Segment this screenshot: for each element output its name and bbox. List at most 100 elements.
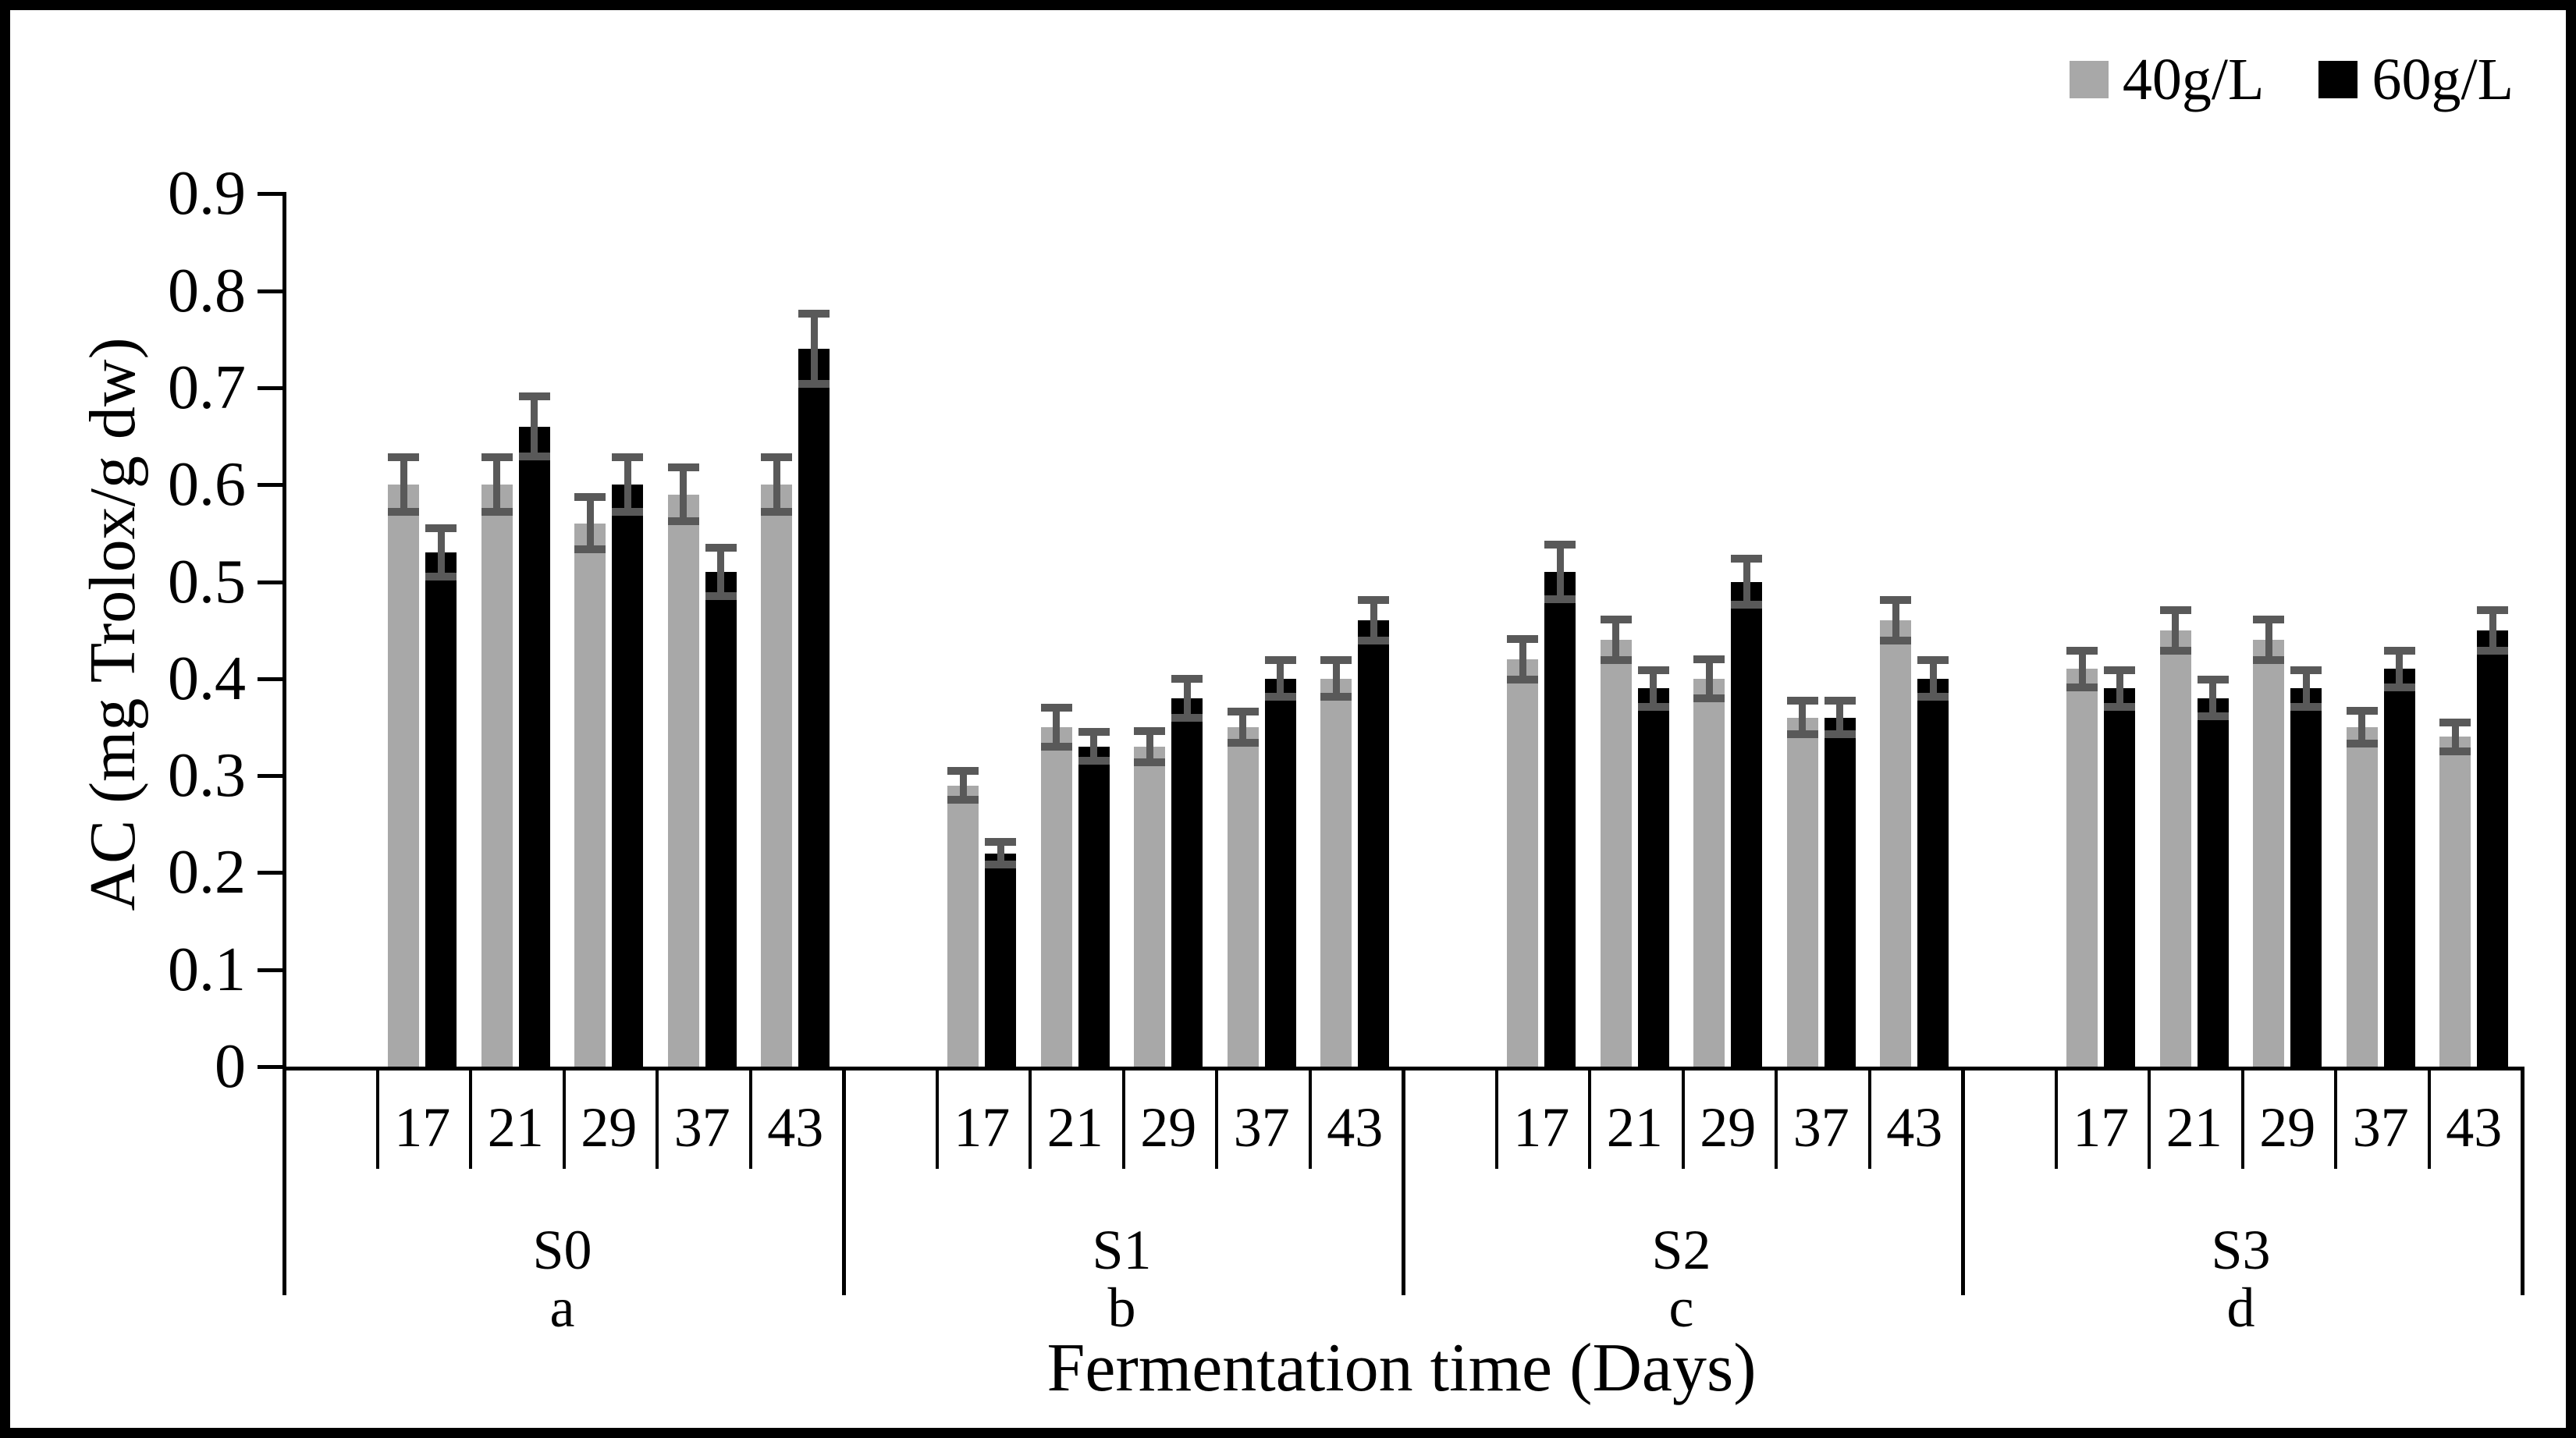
error-bar-S1-43-40gL-cap-top (1320, 656, 1352, 665)
x-category-label: 43 (1327, 1096, 1384, 1159)
error-bar-S3-21-40gL-cap-bottom (2159, 646, 2191, 655)
bar-S1-37-60gL (1264, 678, 1296, 1067)
error-bar-S0-37-40gL-stem (680, 467, 688, 522)
group-label: S0 (532, 1219, 592, 1281)
error-bar-S0-37-60gL-cap-top (705, 543, 737, 552)
group-label: S1 (1092, 1219, 1152, 1281)
bar-S1-43-60gL (1358, 620, 1390, 1067)
error-bar-S1-17-40gL-cap-top (947, 766, 979, 775)
y-tick-label: 0.2 (168, 838, 246, 907)
bar-S0-43-60gL (798, 349, 830, 1067)
error-bar-S0-21-40gL-cap-bottom (481, 508, 513, 516)
error-bar-S3-43-60gL-cap-top (2477, 605, 2509, 614)
y-tick-label: 0 (215, 1032, 246, 1101)
error-bar-S1-21-40gL-stem (1053, 708, 1061, 747)
error-bar-S1-21-60gL-stem (1090, 732, 1098, 762)
bar-S3-43-40gL (2439, 737, 2471, 1067)
y-axis-tick (258, 385, 282, 390)
x-category-label: 17 (2073, 1096, 2130, 1159)
y-tick-label: 0.7 (168, 353, 246, 422)
error-bar-S3-21-40gL-stem (2172, 609, 2180, 651)
bar-S0-17-40gL (388, 485, 420, 1067)
day-separator-line (469, 1067, 472, 1169)
error-bar-S2-43-40gL-cap-top (1880, 596, 1912, 605)
error-bar-S3-43-40gL-cap-bottom (2439, 747, 2471, 756)
bar-S2-29-40gL (1693, 678, 1725, 1067)
error-bar-S2-37-60gL-stem (1836, 701, 1844, 734)
bar-S0-21-60gL (518, 426, 550, 1067)
x-category-label: 37 (1793, 1096, 1849, 1159)
day-separator-line (1215, 1067, 1218, 1169)
error-bar-S2-21-60gL-cap-bottom (1637, 702, 1669, 711)
bar-S2-21-60gL (1637, 688, 1669, 1067)
error-bar-S2-17-40gL-stem (1519, 638, 1526, 680)
error-bar-S3-29-40gL-stem (2265, 619, 2272, 661)
y-tick-label: 0.3 (168, 741, 246, 811)
bar-S0-37-40gL (667, 494, 699, 1067)
error-bar-S2-43-60gL-cap-bottom (1917, 693, 1949, 701)
y-axis-tick (258, 1065, 282, 1069)
error-bar-S3-43-40gL-cap-top (2439, 718, 2471, 726)
error-bar-S3-37-60gL-cap-top (2383, 646, 2415, 655)
error-bar-S0-43-60gL-stem (810, 314, 818, 384)
x-category-label: 43 (2446, 1096, 2503, 1159)
error-bar-S1-21-40gL-cap-bottom (1040, 742, 1072, 751)
y-axis-tick (258, 676, 282, 681)
day-separator-line (2148, 1067, 2151, 1169)
error-bar-S0-29-60gL-stem (624, 457, 631, 512)
error-bar-S2-17-60gL-cap-top (1544, 541, 1576, 549)
bar-S0-43-40gL (761, 485, 793, 1067)
error-bar-S2-17-60gL-stem (1556, 545, 1564, 599)
error-bar-S3-17-60gL-stem (2116, 669, 2123, 707)
x-category-label: 21 (1046, 1096, 1103, 1159)
x-category-label: 43 (1886, 1096, 1943, 1159)
error-bar-S0-29-60gL-cap-top (612, 453, 644, 462)
legend-label: 60g/L (2372, 47, 2514, 112)
error-bar-S1-29-60gL-cap-top (1171, 674, 1203, 683)
bar-S2-43-60gL (1917, 678, 1949, 1067)
bar-S2-43-40gL (1880, 620, 1912, 1067)
error-bar-S1-37-40gL-cap-top (1227, 708, 1259, 716)
day-separator-line (1494, 1067, 1498, 1169)
error-bar-S3-29-60gL-cap-bottom (2290, 702, 2322, 711)
bar-S0-29-60gL (612, 485, 644, 1067)
error-bar-S2-29-40gL-stem (1705, 659, 1713, 698)
day-separator-line (1588, 1067, 1591, 1169)
group-label: S3 (2211, 1219, 2271, 1281)
error-bar-S1-43-60gL-stem (1370, 600, 1377, 641)
error-bar-S3-17-40gL-cap-bottom (2066, 683, 2098, 691)
bar-S3-17-60gL (2104, 688, 2136, 1067)
error-bar-S0-37-40gL-cap-bottom (667, 517, 699, 526)
x-category-label: 21 (1606, 1096, 1663, 1159)
day-separator-line (656, 1067, 659, 1169)
error-bar-S0-29-40gL-cap-bottom (574, 545, 606, 554)
x-category-label: 21 (487, 1096, 544, 1159)
error-bar-S0-37-40gL-cap-top (667, 463, 699, 471)
error-bar-S2-29-60gL-cap-top (1731, 554, 1763, 563)
bar-S3-21-60gL (2197, 698, 2229, 1067)
legend: 40g/L 60g/L (2069, 47, 2514, 112)
error-bar-S2-17-60gL-cap-bottom (1544, 595, 1576, 603)
error-bar-S1-29-40gL-stem (1146, 730, 1153, 762)
x-category-label: 17 (954, 1096, 1011, 1159)
x-category-label: 29 (581, 1096, 638, 1159)
x-category-label: 29 (1700, 1096, 1757, 1159)
error-bar-S2-21-40gL-stem (1612, 619, 1620, 661)
error-bar-S1-37-60gL-cap-top (1264, 656, 1296, 665)
day-separator-line (562, 1067, 566, 1169)
group-boundary-line (1402, 1067, 1405, 1295)
error-bar-S3-43-40gL-stem (2451, 722, 2459, 752)
error-bar-S2-29-40gL-cap-top (1693, 655, 1725, 663)
y-tick-label: 0.9 (168, 159, 246, 229)
y-axis-tick (258, 483, 282, 488)
day-separator-line (1121, 1067, 1125, 1169)
error-bar-S2-37-60gL-cap-top (1824, 697, 1856, 705)
error-bar-S0-21-40gL-stem (493, 457, 501, 512)
error-bar-S3-21-60gL-stem (2209, 680, 2217, 717)
bar-S1-43-40gL (1320, 678, 1352, 1067)
error-bar-S2-21-60gL-cap-top (1637, 666, 1669, 674)
error-bar-S2-29-60gL-stem (1743, 558, 1750, 605)
bar-S3-37-40gL (2346, 726, 2378, 1067)
